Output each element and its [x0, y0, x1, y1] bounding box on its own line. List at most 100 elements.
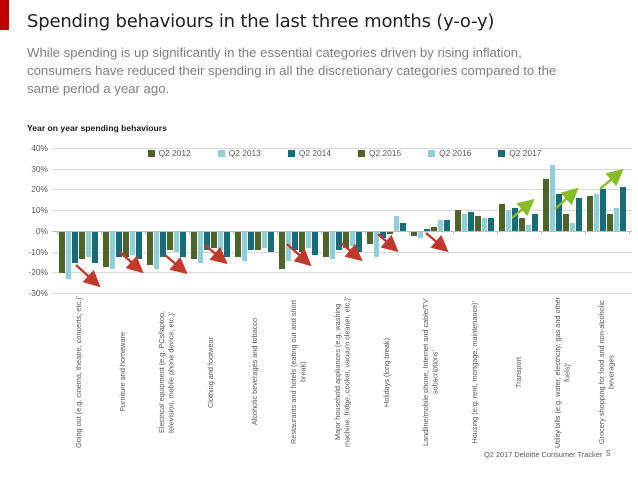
legend-item: Q2 2017: [498, 148, 541, 158]
bar: [292, 231, 298, 251]
category-label-box: Transport: [497, 296, 541, 448]
category-label: Major household appliances (e.g. washing…: [333, 296, 352, 448]
y-axis-tick-label: -30%: [28, 287, 48, 298]
bar: [481, 218, 488, 231]
gridline: [52, 292, 632, 294]
bar: [235, 231, 241, 257]
bar: [116, 231, 122, 257]
legend-swatch: [147, 149, 155, 157]
bar: [444, 220, 450, 231]
y-axis-tick-label: -20%: [28, 267, 48, 278]
bar: [197, 231, 204, 263]
bar: [607, 214, 613, 231]
category-label-box: Utility bills (e.g. water, electricity, …: [541, 296, 585, 448]
legend-label: Q2 2015: [369, 148, 402, 158]
category-axis-tick: [585, 230, 586, 235]
bar: [153, 231, 160, 270]
category-label-box: Electrical equipment (e.g. PCs/laptop, t…: [145, 296, 189, 448]
bar: [613, 208, 620, 231]
category-label-box: Furniture and homeware: [101, 296, 145, 448]
category-axis-tick: [101, 230, 102, 235]
bar: [512, 208, 518, 231]
bar: [519, 218, 525, 231]
bar: [255, 231, 261, 251]
category-label: Grocery shopping for food and non-alcoho…: [597, 300, 616, 444]
bar: [373, 231, 380, 257]
category-axis-tick: [453, 230, 454, 235]
bar: [455, 210, 461, 231]
legend-label: Q2 2016: [439, 148, 472, 158]
category-label: Housing (e.g. rent, mortgage, maintenanc…: [470, 300, 480, 444]
y-axis-tick-label: 30%: [31, 163, 48, 174]
bar: [103, 231, 109, 267]
bar: [329, 231, 336, 259]
bar: [136, 231, 142, 259]
category-label: Holidays (long break): [382, 337, 392, 407]
bar: [147, 231, 153, 265]
category-axis-tick: [497, 230, 498, 235]
bar: [299, 231, 305, 253]
category-axis-tick: [145, 230, 146, 235]
category-label-box: Restaurants and hotels (eating out and s…: [277, 296, 321, 448]
bar: [437, 220, 444, 231]
bar: [204, 231, 210, 251]
bar: [261, 231, 268, 249]
bar: [600, 189, 606, 231]
chart-title: Year on year spending behaviours: [27, 123, 167, 133]
bar: [367, 231, 373, 245]
bar: [387, 231, 393, 234]
bar: [587, 195, 593, 231]
bar: [241, 231, 248, 261]
bar: [431, 226, 437, 231]
decline-arrow-icon: [164, 254, 188, 275]
gridline: [52, 272, 632, 274]
bar: [279, 231, 285, 270]
bar: [123, 231, 129, 257]
category-label: Landline/mobile phone, Internet and cabl…: [421, 298, 440, 446]
bar: [563, 214, 569, 231]
decline-arrow-icon: [75, 264, 101, 288]
category-label-box: Going out (e.g. cinema, theatre, concert…: [57, 296, 101, 448]
bar: [468, 212, 474, 231]
bar: [525, 224, 532, 231]
bar: [173, 231, 180, 253]
category-label: Clothing and footwear: [206, 336, 216, 408]
category-axis-tick: [365, 230, 366, 235]
bar: [180, 231, 186, 257]
bar: [569, 222, 576, 231]
bar: [543, 179, 549, 231]
category-label-box: Clothing and footwear: [189, 296, 233, 448]
bar: [92, 231, 98, 263]
bar: [593, 193, 600, 231]
category-label-box: Housing (e.g. rent, mortgage, maintenanc…: [453, 296, 497, 448]
bar: [411, 231, 417, 236]
bar: [461, 214, 468, 231]
legend-label: Q2 2013: [228, 148, 261, 158]
bar: [72, 231, 78, 263]
category-label: Electrical equipment (e.g. PCs/laptop, t…: [157, 310, 176, 434]
category-label-box: Major household appliances (e.g. washing…: [321, 296, 365, 448]
legend-swatch: [498, 149, 506, 157]
bar: [167, 231, 173, 251]
footer-text: Q2 2017 Deloitte Consumer Tracker: [484, 450, 603, 459]
bar: [343, 231, 349, 249]
bar: [417, 231, 424, 238]
legend-label: Q2 2014: [298, 148, 331, 158]
bar: [505, 210, 512, 231]
page-number: 5: [606, 449, 611, 458]
category-label: Alcoholic beverages and tobacco: [250, 318, 260, 426]
bar: [217, 231, 224, 251]
bar: [336, 231, 342, 251]
bar: [59, 231, 65, 274]
category-label-box: Landline/mobile phone, Internet and cabl…: [409, 296, 453, 448]
category-label: Transport: [514, 356, 524, 388]
bar: [305, 231, 312, 249]
category-label-box: Alcoholic beverages and tobacco: [233, 296, 277, 448]
page-title: Spending behaviours in the last three mo…: [27, 11, 495, 32]
chart-legend: Q2 2012 Q2 2013 Q2 2014 Q2 2015 Q2 2016 Q2 20…: [57, 148, 632, 158]
category-axis-tick: [409, 230, 410, 235]
legend-swatch: [287, 149, 295, 157]
category-label: Restaurants and hotels (eating out and s…: [289, 300, 308, 445]
category-axis-tick: [541, 230, 542, 235]
bar: [248, 231, 254, 251]
